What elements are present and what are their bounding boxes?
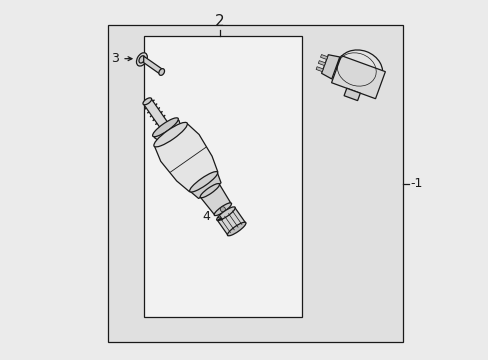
Ellipse shape	[142, 98, 151, 105]
Polygon shape	[150, 107, 160, 117]
Polygon shape	[143, 56, 163, 75]
Polygon shape	[315, 67, 323, 72]
Polygon shape	[154, 120, 181, 142]
Polygon shape	[144, 100, 154, 109]
Bar	[143, 36, 302, 317]
Ellipse shape	[136, 53, 147, 66]
Ellipse shape	[214, 203, 231, 216]
Polygon shape	[321, 55, 339, 79]
Polygon shape	[217, 208, 244, 235]
Ellipse shape	[152, 118, 178, 137]
Ellipse shape	[216, 207, 235, 220]
Ellipse shape	[159, 69, 164, 75]
Polygon shape	[144, 99, 168, 129]
Text: -1: -1	[410, 177, 422, 190]
Ellipse shape	[189, 172, 217, 192]
Ellipse shape	[139, 56, 144, 63]
Text: 4: 4	[202, 210, 210, 223]
Text: 2: 2	[215, 14, 224, 29]
Polygon shape	[155, 115, 165, 125]
Bar	[107, 25, 402, 342]
Polygon shape	[200, 184, 230, 214]
Ellipse shape	[200, 184, 219, 198]
Polygon shape	[190, 172, 221, 198]
Text: 3: 3	[111, 52, 119, 65]
Polygon shape	[318, 60, 325, 66]
Polygon shape	[154, 123, 217, 192]
Polygon shape	[147, 103, 157, 113]
Ellipse shape	[336, 50, 382, 90]
Polygon shape	[344, 88, 360, 100]
Ellipse shape	[227, 222, 245, 236]
Polygon shape	[320, 54, 327, 59]
Circle shape	[220, 207, 225, 212]
Polygon shape	[152, 111, 162, 121]
Ellipse shape	[154, 122, 187, 147]
Polygon shape	[331, 56, 385, 99]
